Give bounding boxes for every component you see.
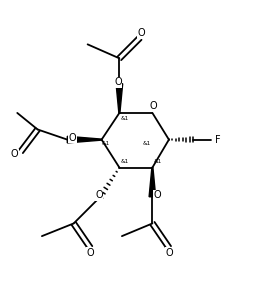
Text: &1: &1 [143,141,151,146]
Text: O: O [69,132,76,143]
Text: O: O [95,190,103,200]
Text: &1: &1 [101,141,109,146]
Text: O: O [11,149,18,159]
Text: O: O [87,248,94,257]
Text: F: F [215,135,221,145]
Text: O: O [154,190,161,200]
Text: &1: &1 [120,116,129,121]
Text: &1: &1 [154,159,162,164]
Text: O: O [150,101,157,111]
Polygon shape [67,136,102,143]
Text: O: O [114,78,122,87]
Text: &1: &1 [120,159,129,164]
Text: O: O [166,248,173,257]
Polygon shape [116,84,123,113]
Text: O: O [137,29,145,38]
Polygon shape [149,168,156,197]
